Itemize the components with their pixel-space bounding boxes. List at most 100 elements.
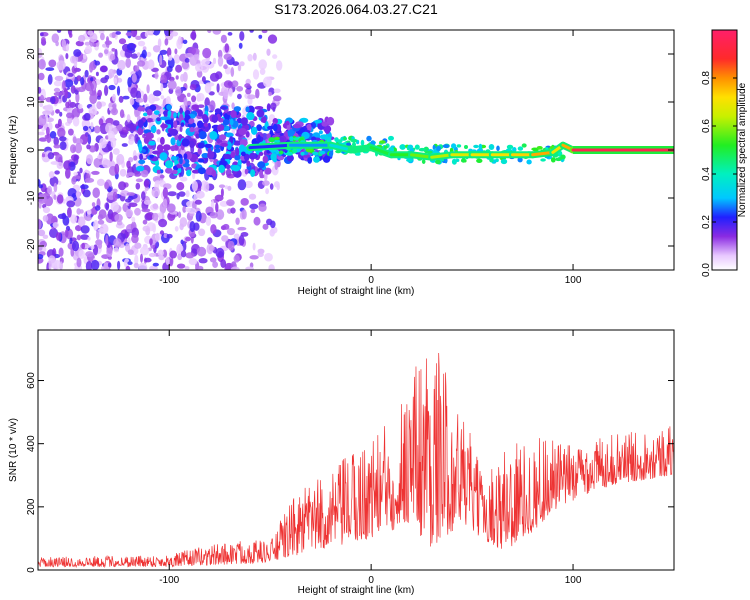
noise-blob — [108, 69, 114, 78]
ridge-speckle — [476, 159, 482, 163]
noise-blob — [120, 109, 124, 118]
noise-blob — [268, 92, 272, 96]
ridge-speckle — [479, 144, 483, 150]
noise-blob — [215, 71, 222, 79]
noise-blob — [249, 255, 258, 259]
burst-blob — [181, 122, 185, 127]
noise-blob — [266, 49, 270, 56]
burst-blob — [215, 108, 222, 113]
snr-xlabel: Height of straight line (km) — [298, 585, 415, 596]
noise-blob — [117, 261, 120, 270]
burst-blob — [219, 134, 226, 140]
noise-blob — [67, 207, 72, 218]
noise-blob — [100, 77, 108, 83]
noise-blob — [51, 161, 60, 165]
burst-blob — [207, 151, 214, 160]
noise-blob — [38, 244, 42, 250]
noise-blob — [199, 258, 208, 263]
burst-blob — [212, 115, 218, 123]
noise-blob — [46, 127, 50, 136]
noise-blob — [242, 209, 247, 219]
ridge-speckle — [464, 145, 468, 149]
noise-blob — [152, 223, 156, 233]
noise-blob — [125, 58, 131, 68]
noise-blob — [258, 204, 266, 212]
noise-blob — [224, 80, 233, 88]
ridge-speckle — [268, 137, 275, 142]
ridge-speckle — [379, 140, 386, 143]
burst-blob — [166, 104, 172, 110]
snr-xtick-label: 100 — [565, 575, 582, 586]
noise-blob — [219, 184, 225, 188]
ridge-speckle — [522, 143, 527, 147]
burst-blob — [235, 147, 239, 156]
noise-blob — [100, 66, 108, 73]
noise-blob — [122, 96, 129, 100]
ridge-speckle — [276, 151, 279, 155]
ridge-speckle — [452, 159, 457, 165]
burst-blob — [218, 165, 225, 173]
noise-blob — [175, 86, 181, 96]
noise-blob — [73, 49, 81, 57]
noise-blob — [220, 259, 226, 268]
burst-blob — [306, 124, 311, 129]
noise-blob — [255, 89, 259, 99]
noise-blob — [141, 209, 150, 213]
noise-blob — [93, 220, 98, 231]
noise-blob — [42, 153, 45, 157]
noise-blob — [90, 245, 94, 249]
burst-blob — [156, 117, 160, 121]
noise-blob — [230, 208, 235, 214]
noise-blob — [145, 31, 149, 37]
noise-blob — [80, 184, 89, 189]
noise-blob — [176, 75, 179, 79]
noise-blob — [273, 95, 282, 101]
noise-blob — [127, 114, 131, 122]
noise-blob — [53, 222, 59, 228]
noise-blob — [111, 202, 119, 212]
burst-blob — [149, 155, 154, 159]
noise-blob — [104, 85, 108, 96]
noise-blob — [144, 258, 151, 263]
ridge-speckle — [366, 136, 371, 142]
ridge-speckle — [518, 146, 523, 150]
noise-blob — [153, 90, 161, 96]
noise-blob — [99, 138, 107, 149]
noise-blob — [181, 240, 184, 245]
burst-blob — [223, 119, 230, 125]
noise-blob — [241, 198, 249, 206]
noise-blob — [270, 221, 276, 229]
noise-blob — [142, 50, 147, 59]
noise-blob — [237, 227, 246, 231]
noise-blob — [127, 192, 135, 196]
noise-blob — [114, 164, 119, 175]
noise-blob — [108, 85, 115, 90]
burst-blob — [165, 168, 173, 174]
noise-blob — [69, 33, 73, 38]
noise-blob — [65, 89, 68, 99]
spectrogram-xlabel: Height of straight line (km) — [298, 286, 415, 297]
burst-blob — [204, 144, 212, 148]
noise-blob — [118, 181, 126, 190]
noise-blob — [195, 63, 203, 71]
noise-blob — [270, 183, 274, 190]
noise-blob — [153, 263, 159, 267]
noise-blob — [127, 43, 136, 51]
noise-blob — [100, 33, 105, 40]
ridge-speckle — [526, 160, 531, 165]
noise-blob — [130, 98, 135, 105]
noise-blob — [239, 31, 244, 41]
ridge-speckle — [461, 158, 466, 162]
noise-blob — [210, 224, 216, 234]
noise-blob — [96, 101, 102, 109]
noise-blob — [53, 144, 60, 148]
noise-blob — [73, 117, 80, 127]
burst-blob — [209, 131, 217, 140]
ridge-speckle — [274, 137, 280, 140]
noise-blob — [85, 251, 93, 257]
noise-blob — [39, 184, 43, 188]
noise-blob — [268, 264, 274, 272]
noise-blob — [138, 263, 147, 273]
noise-blob — [98, 228, 105, 232]
noise-blob — [43, 235, 49, 239]
